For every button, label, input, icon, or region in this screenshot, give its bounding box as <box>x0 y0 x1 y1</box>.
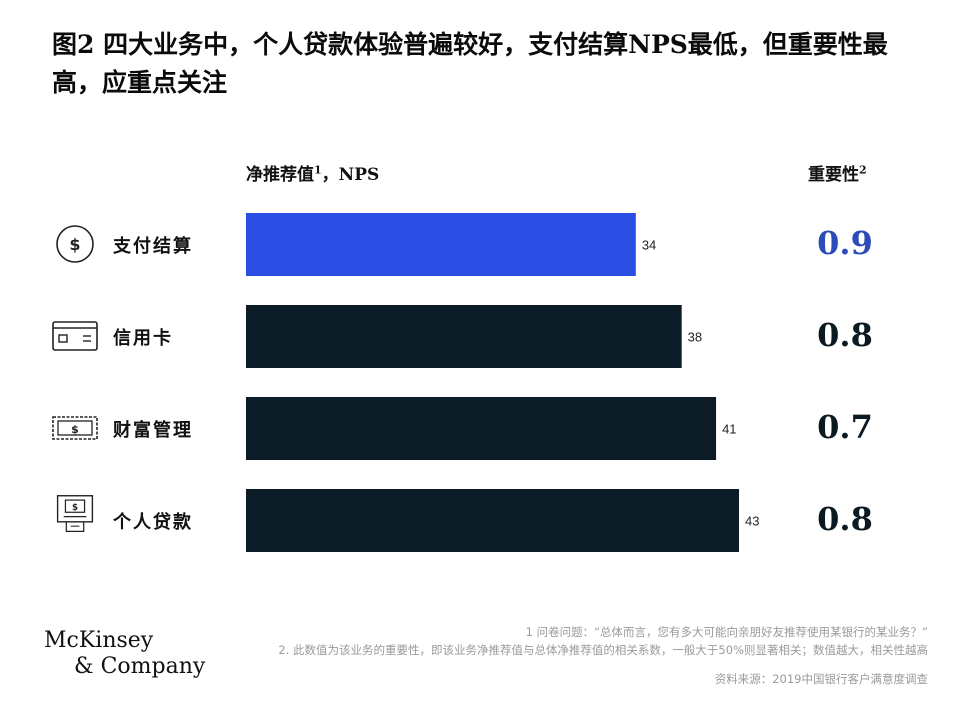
bar-value-label-payment: 34 <box>642 238 656 253</box>
bar-value-label-personal-loan: 43 <box>745 514 759 529</box>
credit-card-icon <box>52 321 98 351</box>
svg-text:$: $ <box>72 503 78 513</box>
bar-value-label-wealth: 41 <box>722 422 736 437</box>
mckinsey-logo: McKinsey & Company <box>44 628 206 679</box>
importance-value-personal-loan: 0.8 <box>817 500 873 538</box>
row-label-personal-loan: 个人贷款 <box>113 512 193 533</box>
chart-title: 图2 四大业务中，个人贷款体验普遍较好，支付结算NPS最低，但重要性最高，应重点… <box>52 30 888 97</box>
importance-value-wealth: 0.7 <box>817 408 873 446</box>
row-label-wealth: 财富管理 <box>113 420 193 441</box>
bar-payment <box>246 213 636 276</box>
bar-credit-card <box>246 305 682 368</box>
bar-personal-loan <box>246 489 739 552</box>
source-note: 资料来源：2019中国银行客户满意度调查 <box>714 672 928 686</box>
banknote-icon: $ <box>52 416 98 440</box>
row-label-credit-card: 信用卡 <box>113 328 173 349</box>
svg-text:$: $ <box>71 423 79 436</box>
importance-column-header: 重要性2 <box>808 163 867 185</box>
footnote-2: 2. 此数值为该业务的重要性，即该业务净推荐值与总体净推荐值的相关系数，一般大于… <box>278 643 928 657</box>
importance-value-payment: 0.9 <box>817 224 873 262</box>
bar-value-label-credit-card: 38 <box>688 330 702 345</box>
svg-text:$: $ <box>69 235 80 254</box>
bar-wealth <box>246 397 717 460</box>
atm-icon: $ <box>56 495 94 532</box>
row-label-payment: 支付结算 <box>113 236 193 257</box>
nps-column-header: 净推荐值1，NPS <box>246 163 380 185</box>
dollar-circle-icon: $ <box>56 225 94 263</box>
footnote-1: 1 问卷问题：“总体而言，您有多大可能向亲朋好友推荐使用某银行的某业务？” <box>525 625 928 639</box>
importance-value-credit-card: 0.8 <box>817 316 873 354</box>
